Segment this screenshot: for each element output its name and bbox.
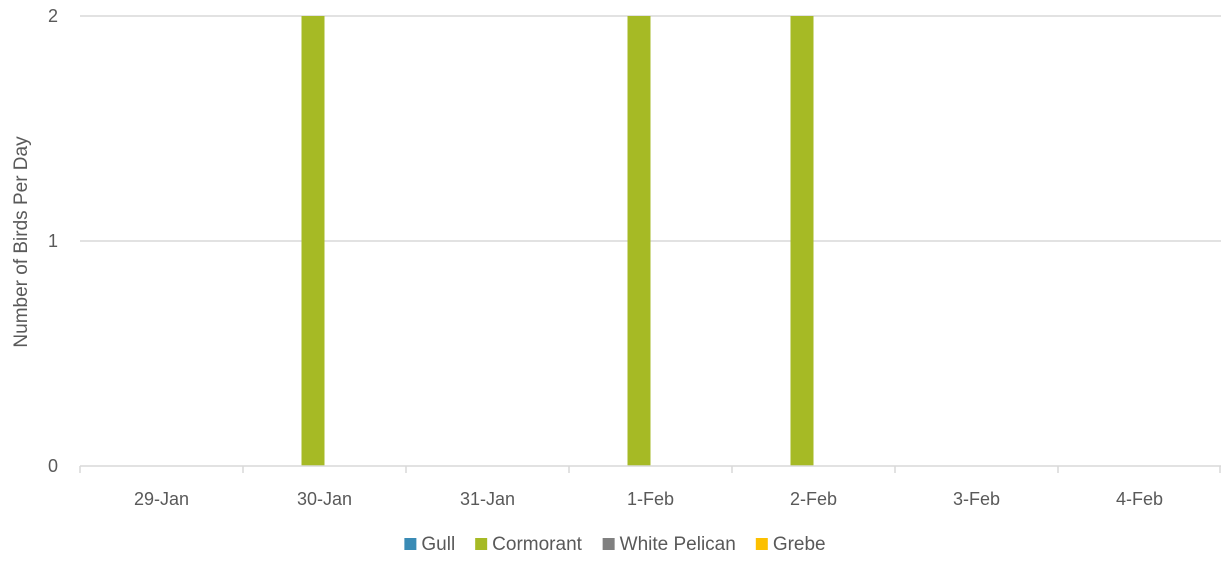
bars <box>301 16 814 466</box>
y-tick-label: 0 <box>48 456 58 476</box>
y-axis-title: Number of Birds Per Day <box>11 136 32 348</box>
x-tick-label: 4-Feb <box>1116 489 1163 509</box>
x-tick-label: 1-Feb <box>627 489 674 509</box>
y-tick-label: 2 <box>48 6 58 26</box>
legend-swatch <box>404 538 417 550</box>
x-tick-label: 30-Jan <box>297 489 352 509</box>
x-axis-ticks: 29-Jan 30-Jan 31-Jan 1-Feb 2-Feb 3-Feb 4-Feb <box>134 489 1163 509</box>
x-tick-label: 3-Feb <box>953 489 1000 509</box>
x-tick-label: 29-Jan <box>134 489 189 509</box>
bar-cormorant <box>790 16 814 466</box>
legend-item: Gull <box>404 534 455 555</box>
x-tick-label: 31-Jan <box>460 489 515 509</box>
x-tick-label: 2-Feb <box>790 489 837 509</box>
legend-label: White Pelican <box>620 534 736 555</box>
bar-cormorant <box>301 16 325 466</box>
bar-cormorant <box>627 16 651 466</box>
legend-label: Grebe <box>773 534 826 555</box>
y-axis-ticks: 0 1 2 <box>48 6 58 476</box>
y-tick-label: 1 <box>48 231 58 251</box>
legend-label: Cormorant <box>492 534 582 555</box>
legend-item: Cormorant <box>475 534 583 555</box>
legend-label: Gull <box>421 534 455 555</box>
legend-item: White Pelican <box>602 534 736 555</box>
legend-item: Grebe <box>755 534 826 555</box>
x-axis <box>79 465 1221 473</box>
legend-swatch <box>755 538 768 550</box>
legend: Gull Cormorant White Pelican Grebe <box>404 534 826 555</box>
legend-swatch <box>602 538 615 550</box>
legend-swatch <box>475 538 488 550</box>
